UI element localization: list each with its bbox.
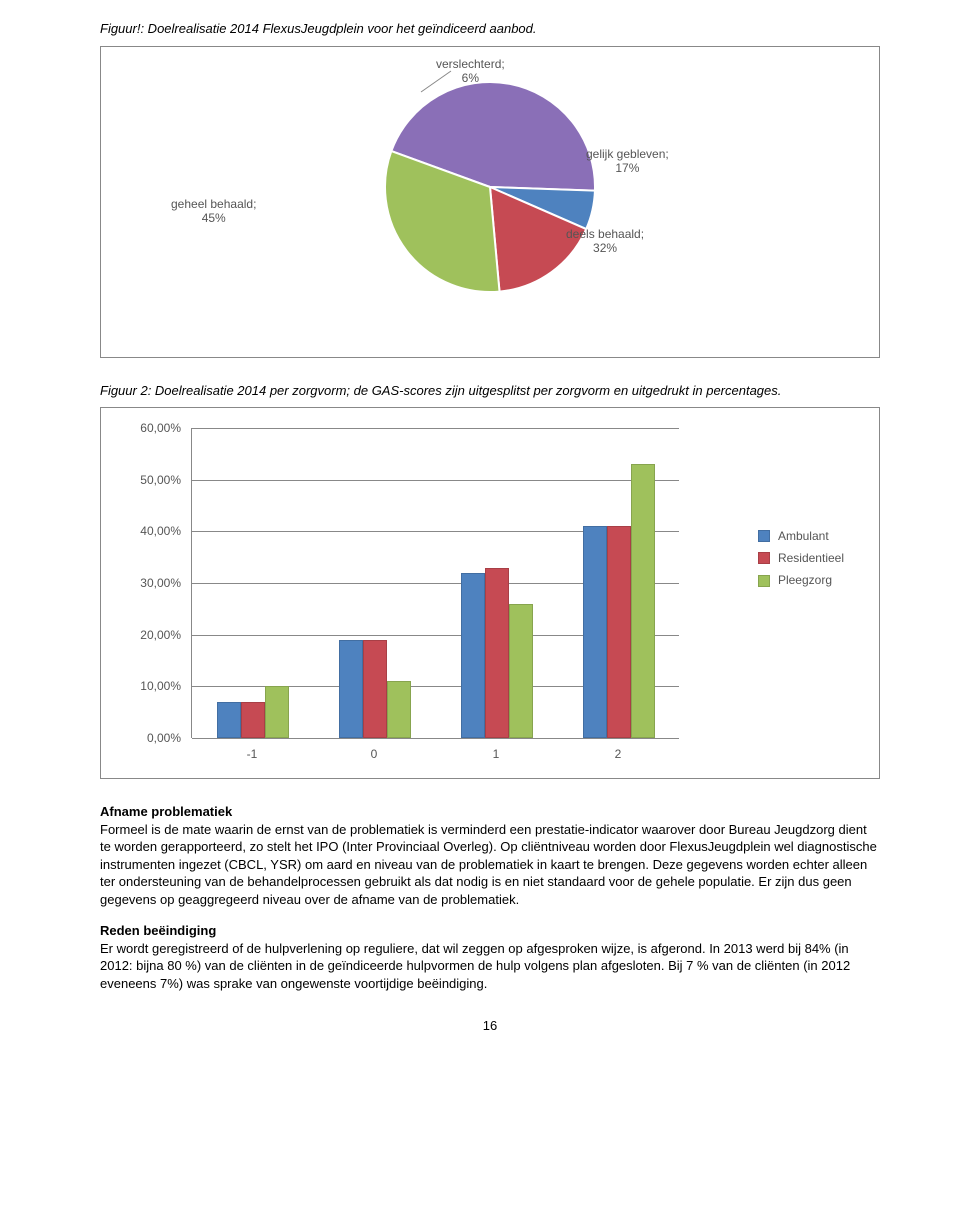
- bar-chart: Ambulant Residentieel Pleegzorg 0,00% 10,…: [111, 418, 869, 768]
- pie-label-geheel: geheel behaald; 45%: [171, 197, 256, 226]
- bar: [509, 604, 533, 738]
- legend-swatch: [758, 575, 770, 587]
- bar: [265, 686, 289, 738]
- legend-item: Residentieel: [758, 550, 844, 566]
- pie-label-line: geheel behaald;: [171, 197, 256, 211]
- figure2-caption: Figuur 2: Doelrealisatie 2014 per zorgvo…: [100, 382, 880, 400]
- x-tick-label: 2: [615, 746, 622, 762]
- pie-label-gelijk: gelijk gebleven; 17%: [586, 147, 669, 176]
- y-tick-label: 10,00%: [121, 678, 181, 694]
- legend-swatch: [758, 552, 770, 564]
- x-tick-label: -1: [247, 746, 258, 762]
- y-tick-label: 20,00%: [121, 627, 181, 643]
- y-tick-label: 50,00%: [121, 472, 181, 488]
- bar-legend: Ambulant Residentieel Pleegzorg: [758, 528, 844, 595]
- section-heading-reden: Reden beëindiging: [100, 922, 880, 940]
- y-tick-label: 40,00%: [121, 523, 181, 539]
- page-number: 16: [100, 1017, 880, 1035]
- section-heading-afname: Afname problematiek: [100, 803, 880, 821]
- pie-label-verslechterd: verslechterd; 6%: [436, 57, 505, 86]
- x-tick-label: 1: [493, 746, 500, 762]
- pie-chart: geheel behaald; 45% verslechterd; 6% gel…: [111, 57, 869, 347]
- x-tick-label: 0: [371, 746, 378, 762]
- section-body-afname: Formeel is de mate waarin de ernst van d…: [100, 821, 880, 909]
- bar: [485, 568, 509, 739]
- bar: [363, 640, 387, 738]
- pie-label-line: 6%: [462, 71, 479, 85]
- bar: [461, 573, 485, 738]
- bar-plot-area: [191, 428, 679, 738]
- legend-item: Pleegzorg: [758, 572, 844, 588]
- figure1-title: Figuur!: Doelrealisatie 2014 FlexusJeugd…: [100, 20, 880, 38]
- legend-item: Ambulant: [758, 528, 844, 544]
- pie-label-deels: deels behaald; 32%: [566, 227, 644, 256]
- legend-label: Pleegzorg: [778, 572, 832, 588]
- section-body-reden: Er wordt geregistreerd of de hulpverleni…: [100, 940, 880, 993]
- bar: [631, 464, 655, 738]
- bar: [607, 526, 631, 738]
- legend-swatch: [758, 530, 770, 542]
- bar: [339, 640, 363, 738]
- pie-label-line: 45%: [202, 211, 226, 225]
- y-tick-label: 0,00%: [121, 730, 181, 746]
- pie-svg: [370, 67, 610, 307]
- bar: [583, 526, 607, 738]
- pie-chart-box: geheel behaald; 45% verslechterd; 6% gel…: [100, 46, 880, 358]
- pie-label-line: verslechterd;: [436, 57, 505, 71]
- legend-label: Residentieel: [778, 550, 844, 566]
- bar: [387, 681, 411, 738]
- y-tick-label: 30,00%: [121, 575, 181, 591]
- bar: [217, 702, 241, 738]
- bar-chart-box: Ambulant Residentieel Pleegzorg 0,00% 10,…: [100, 407, 880, 779]
- bar: [241, 702, 265, 738]
- y-tick-label: 60,00%: [121, 420, 181, 436]
- pie-label-line: deels behaald;: [566, 227, 644, 241]
- pie-label-line: 32%: [593, 241, 617, 255]
- pie-label-line: 17%: [615, 161, 639, 175]
- pie-label-line: gelijk gebleven;: [586, 147, 669, 161]
- legend-label: Ambulant: [778, 528, 829, 544]
